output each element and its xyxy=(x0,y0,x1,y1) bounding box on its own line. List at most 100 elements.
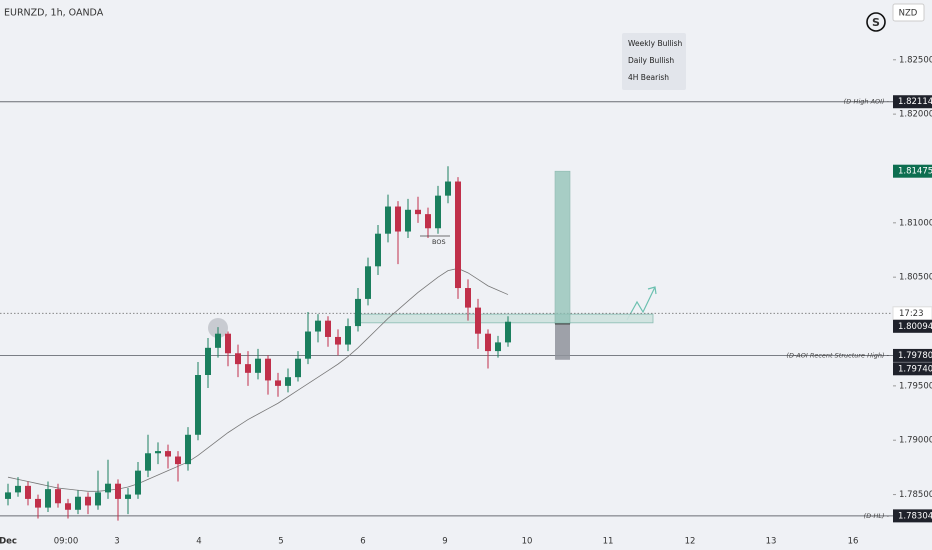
candle-body xyxy=(65,503,71,510)
candle-body xyxy=(435,195,441,229)
x-tick-label: 12 xyxy=(685,537,696,547)
currency: NZD xyxy=(899,9,918,19)
y-tick-label: 1.82500 xyxy=(899,55,932,65)
candle-body xyxy=(285,377,291,386)
candle-body xyxy=(85,496,91,506)
note: 4H Bearish xyxy=(628,73,669,82)
candle-body xyxy=(125,494,131,499)
candle-body xyxy=(5,492,11,499)
price-axis xyxy=(893,26,932,550)
candle-body xyxy=(15,485,21,493)
x-tick-label: 10 xyxy=(522,537,533,547)
logo[interactable] xyxy=(866,12,886,32)
candle-body xyxy=(115,483,121,499)
candle-body xyxy=(195,375,201,435)
candle-body xyxy=(445,181,451,196)
stop-price-box xyxy=(893,362,932,376)
x-tick-label: 11 xyxy=(603,537,614,547)
level-label: (D-HL) - xyxy=(864,512,890,520)
position-stop xyxy=(555,323,570,360)
candle-body xyxy=(375,233,381,267)
candle-body xyxy=(315,320,321,332)
candle-body xyxy=(475,307,481,334)
target-price: 1.81475 xyxy=(898,167,932,177)
candle-body xyxy=(345,326,351,345)
candle-body xyxy=(105,483,111,493)
candle-body xyxy=(155,451,161,454)
x-tick-label: 9 xyxy=(442,537,447,547)
y-tick-label: 1.81000 xyxy=(899,218,932,228)
candle-body xyxy=(135,470,141,495)
note: Weekly Bullish xyxy=(628,39,683,48)
y-tick-label: 1.79000 xyxy=(899,436,932,446)
candle-body xyxy=(295,358,301,378)
candle-body xyxy=(275,380,281,386)
y-tick-label: 1.78500 xyxy=(899,490,932,500)
projection-arrow xyxy=(626,286,656,321)
y-tick-label: 1.82000 xyxy=(899,110,932,120)
position-target xyxy=(554,170,571,325)
candle-body xyxy=(75,496,81,510)
x-tick-label: 16 xyxy=(848,537,859,547)
candle-body xyxy=(95,492,101,506)
x-tick-label: 09:00 xyxy=(54,537,79,547)
level-price: 1.82114 xyxy=(898,97,932,107)
arrow-head xyxy=(647,286,657,295)
level-price: 1.79780 xyxy=(898,351,932,361)
level-price-box xyxy=(893,95,932,109)
candle-body xyxy=(235,353,241,365)
candle-body xyxy=(415,209,421,215)
x-tick-label: 6 xyxy=(360,537,365,547)
candle-body xyxy=(145,453,151,471)
candle-body xyxy=(215,333,221,348)
currency-button[interactable] xyxy=(892,3,925,22)
last-price: 1.80094 xyxy=(898,322,932,332)
level-label: (D-High AOI) - xyxy=(844,98,890,106)
level-price: 1.78304 xyxy=(898,511,932,521)
moving-average xyxy=(7,268,509,492)
candle-body xyxy=(305,331,311,359)
candle-body xyxy=(355,298,361,327)
candle-body xyxy=(245,364,251,373)
candle-body xyxy=(395,206,401,232)
candle-body xyxy=(225,333,231,354)
x-tick-label: Dec xyxy=(0,537,17,547)
candle-body xyxy=(35,498,41,508)
candle-body xyxy=(425,214,431,229)
candle-body xyxy=(55,489,61,504)
stop-price: 1.79740 xyxy=(898,364,932,374)
x-tick-label: 13 xyxy=(766,537,777,547)
x-tick-label: 4 xyxy=(196,537,201,547)
level-price-box xyxy=(893,348,932,362)
candle-body xyxy=(335,336,341,345)
candle-body xyxy=(45,489,51,508)
candle-body xyxy=(175,456,181,465)
aoi-zone xyxy=(354,313,654,324)
note-box xyxy=(622,33,686,90)
candle-body xyxy=(405,209,411,232)
last-price-box xyxy=(893,319,932,333)
candle-body xyxy=(485,333,491,352)
level-label: (D-AOI Recent Structure High) - xyxy=(786,351,889,359)
candle-body xyxy=(25,485,31,499)
target-price-box xyxy=(893,164,932,178)
x-tick-label: 5 xyxy=(278,537,283,547)
chart-title: EURNZD, 1h, OANDA xyxy=(4,8,104,19)
candle-body xyxy=(265,358,271,381)
countdown: 17:23 xyxy=(899,309,924,319)
candle-body xyxy=(505,321,511,343)
candle-body xyxy=(205,347,211,375)
note: Daily Bullish xyxy=(628,56,674,65)
candle-body xyxy=(365,266,371,299)
candle-body xyxy=(465,288,471,308)
candle-body xyxy=(185,434,191,465)
y-tick-label: 1.80500 xyxy=(899,273,932,283)
candle-body xyxy=(325,320,331,337)
candle-body xyxy=(255,358,261,373)
logo-glyph: S xyxy=(872,16,880,29)
bos-label: BOS xyxy=(432,238,446,246)
candle-body xyxy=(455,181,461,289)
level-price-box xyxy=(893,509,932,523)
